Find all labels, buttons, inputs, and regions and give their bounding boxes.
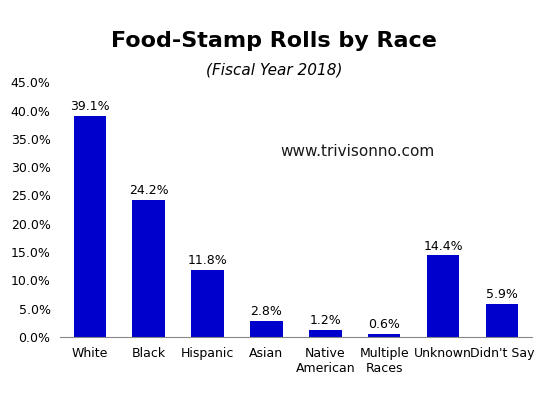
Bar [368,334,401,337]
Bar [486,304,518,337]
Text: 11.8%: 11.8% [187,254,227,268]
Bar [250,321,283,337]
Text: 14.4%: 14.4% [424,240,463,253]
Bar [133,200,165,337]
Text: 39.1%: 39.1% [70,100,110,113]
Text: 2.8%: 2.8% [250,305,282,319]
Text: 0.6%: 0.6% [368,318,400,331]
Text: 5.9%: 5.9% [486,288,518,301]
Text: 24.2%: 24.2% [129,184,168,197]
Bar [427,256,459,337]
Text: 1.2%: 1.2% [310,314,341,328]
Bar [73,115,106,337]
Bar [191,270,224,337]
Text: www.trivisonno.com: www.trivisonno.com [280,143,435,159]
Text: (Fiscal Year 2018): (Fiscal Year 2018) [206,62,342,77]
Text: Food-Stamp Rolls by Race: Food-Stamp Rolls by Race [111,31,437,51]
Bar [309,330,341,337]
